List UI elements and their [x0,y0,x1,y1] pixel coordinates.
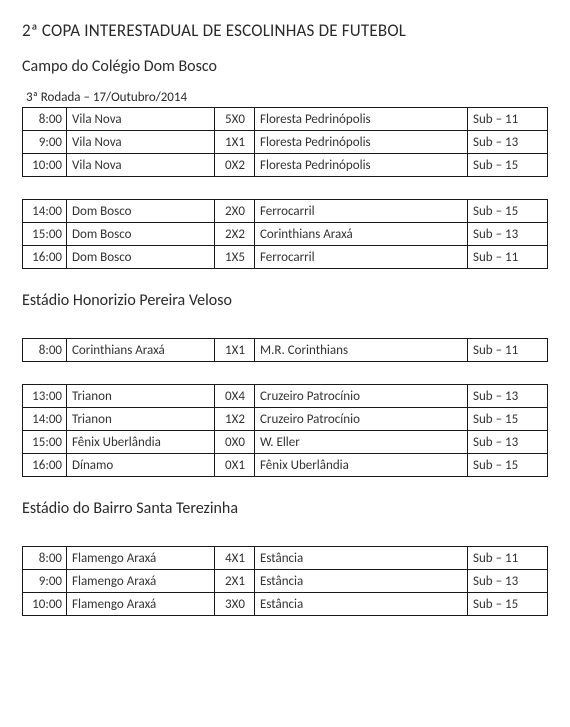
cell-away-team: Cruzeiro Patrocínio [255,385,468,408]
cell-category: Sub – 15 [468,154,548,177]
match-table: 8:00Vila Nova5X0Floresta PedrinópolisSub… [22,107,548,177]
cell-home-team: Fênix Uberlândia [67,431,215,454]
match-row: 10:00Vila Nova0X2Floresta PedrinópolisSu… [23,154,548,177]
cell-home-team: Vila Nova [67,131,215,154]
match-row: 15:00Dom Bosco2X2Corinthians AraxáSub – … [23,223,548,246]
cell-category: Sub – 11 [468,547,548,570]
cell-score: 3X0 [215,593,255,616]
match-row: 16:00Dom Bosco1X5FerrocarrilSub – 11 [23,246,548,269]
cell-away-team: Estância [255,593,468,616]
cell-category: Sub – 15 [468,200,548,223]
venue-title: Campo do Colégio Dom Bosco [22,57,550,76]
match-row: 16:00Dínamo0X1Fênix UberlândiaSub – 15 [23,454,548,477]
spacer [22,324,550,338]
cell-home-team: Dom Bosco [67,246,215,269]
cell-score: 0X0 [215,431,255,454]
cell-away-team: Corinthians Araxá [255,223,468,246]
cell-category: Sub – 13 [468,385,548,408]
cell-score: 2X1 [215,570,255,593]
cell-score: 4X1 [215,547,255,570]
match-row: 9:00Vila Nova1X1Floresta PedrinópolisSub… [23,131,548,154]
match-row: 14:00Trianon1X2Cruzeiro PatrocínioSub – … [23,408,548,431]
cell-score: 5X0 [215,108,255,131]
cell-away-team: Floresta Pedrinópolis [255,154,468,177]
cell-away-team: Ferrocarril [255,246,468,269]
cell-score: 2X2 [215,223,255,246]
cell-time: 13:00 [23,385,67,408]
cell-away-team: M.R. Corinthians [255,339,468,362]
venue-title: Estádio Honorizio Pereira Veloso [22,291,550,310]
cell-category: Sub – 15 [468,454,548,477]
match-row: 14:00Dom Bosco2X0FerrocarrilSub – 15 [23,200,548,223]
cell-score: 1X1 [215,339,255,362]
cell-category: Sub – 15 [468,408,548,431]
match-row: 10:00Flamengo Araxá3X0EstânciaSub – 15 [23,593,548,616]
match-row: 9:00Flamengo Araxá2X1EstânciaSub – 13 [23,570,548,593]
cell-category: Sub – 13 [468,131,548,154]
cell-away-team: Ferrocarril [255,200,468,223]
cell-away-team: Floresta Pedrinópolis [255,108,468,131]
cell-time: 9:00 [23,570,67,593]
match-table: 13:00Trianon0X4Cruzeiro PatrocínioSub – … [22,384,548,477]
match-row: 13:00Trianon0X4Cruzeiro PatrocínioSub – … [23,385,548,408]
cell-time: 15:00 [23,223,67,246]
cell-score: 0X1 [215,454,255,477]
match-table: 8:00Flamengo Araxá4X1EstânciaSub – 119:0… [22,546,548,616]
match-row: 8:00Vila Nova5X0Floresta PedrinópolisSub… [23,108,548,131]
cell-home-team: Corinthians Araxá [67,339,215,362]
cell-category: Sub – 15 [468,593,548,616]
cell-time: 8:00 [23,108,67,131]
cell-category: Sub – 13 [468,431,548,454]
cell-time: 15:00 [23,431,67,454]
cell-time: 8:00 [23,339,67,362]
cell-time: 10:00 [23,593,67,616]
cell-time: 14:00 [23,200,67,223]
cell-time: 14:00 [23,408,67,431]
cell-time: 16:00 [23,454,67,477]
cell-score: 1X5 [215,246,255,269]
cell-score: 2X0 [215,200,255,223]
cell-category: Sub – 11 [468,108,548,131]
match-row: 8:00Flamengo Araxá4X1EstânciaSub – 11 [23,547,548,570]
cell-category: Sub – 13 [468,223,548,246]
cell-home-team: Vila Nova [67,154,215,177]
cell-home-team: Trianon [67,408,215,431]
cell-score: 1X1 [215,131,255,154]
cell-away-team: Estância [255,570,468,593]
cell-category: Sub – 13 [468,570,548,593]
cell-category: Sub – 11 [468,339,548,362]
cell-home-team: Flamengo Araxá [67,570,215,593]
match-table: 14:00Dom Bosco2X0FerrocarrilSub – 1515:0… [22,199,548,269]
cell-score: 1X2 [215,408,255,431]
match-table: 8:00Corinthians Araxá1X1M.R. Corinthians… [22,338,548,362]
cell-away-team: Estância [255,547,468,570]
page-title: 2ª COPA INTERESTADUAL DE ESCOLINHAS DE F… [22,20,550,41]
cell-home-team: Dom Bosco [67,200,215,223]
match-row: 15:00Fênix Uberlândia0X0W. EllerSub – 13 [23,431,548,454]
cell-time: 10:00 [23,154,67,177]
match-row: 8:00Corinthians Araxá1X1M.R. Corinthians… [23,339,548,362]
cell-away-team: Fênix Uberlândia [255,454,468,477]
cell-home-team: Dom Bosco [67,223,215,246]
venue-title: Estádio do Bairro Santa Terezinha [22,499,550,518]
spacer [22,532,550,546]
cell-home-team: Dínamo [67,454,215,477]
cell-score: 0X2 [215,154,255,177]
cell-home-team: Flamengo Araxá [67,547,215,570]
cell-time: 9:00 [23,131,67,154]
content-container: Campo do Colégio Dom Bosco 3ª Rodada – 17… [22,57,550,616]
cell-away-team: Cruzeiro Patrocínio [255,408,468,431]
cell-home-team: Flamengo Araxá [67,593,215,616]
cell-away-team: W. Eller [255,431,468,454]
cell-home-team: Trianon [67,385,215,408]
cell-time: 16:00 [23,246,67,269]
cell-time: 8:00 [23,547,67,570]
round-label: 3ª Rodada – 17/Outubro/2014 [26,90,550,105]
cell-score: 0X4 [215,385,255,408]
cell-category: Sub – 11 [468,246,548,269]
cell-away-team: Floresta Pedrinópolis [255,131,468,154]
cell-home-team: Vila Nova [67,108,215,131]
